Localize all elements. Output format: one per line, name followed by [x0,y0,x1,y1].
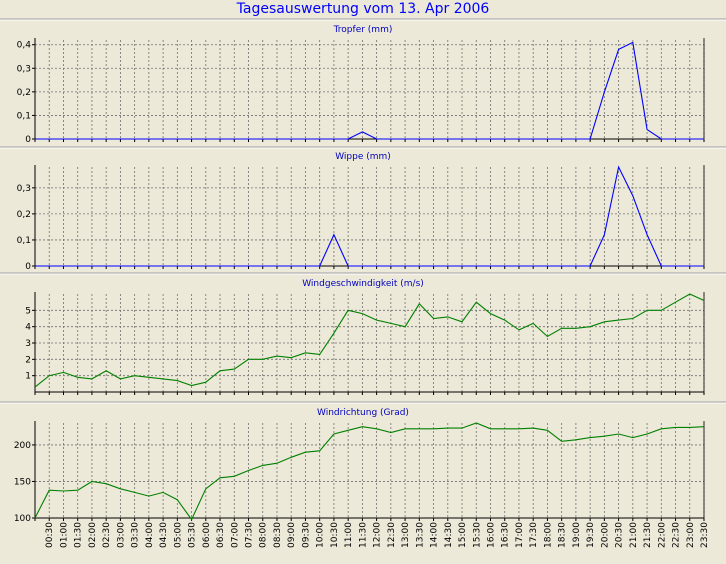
x-tick-label: 16:30 [501,522,511,548]
x-tick-label: 11:30 [358,522,368,548]
x-tick-label: 11:00 [344,522,354,548]
x-tick-label: 13:30 [415,522,425,548]
x-tick-label: 04:30 [159,522,169,548]
x-tick-label: 10:30 [330,522,340,548]
x-tick-label: 01:30 [74,522,84,548]
y-tick-label: 0,2 [17,88,31,98]
x-tick-label: 19:30 [586,522,596,548]
x-tick-label: 16:00 [486,522,496,548]
series-line [34,422,705,521]
x-tick-label: 12:30 [387,522,397,548]
x-tick-label: 22:00 [657,522,667,548]
y-tick-label: 0,1 [17,236,31,246]
x-tick-label: 09:00 [287,522,297,548]
x-tick-label: 20:30 [615,522,625,548]
x-tick-label: 07:30 [245,522,255,548]
panel-title: Wippe (mm) [335,152,391,162]
x-tick-label: 05:30 [188,522,198,548]
panel-title: Windgeschwindigkeit (m/s) [302,279,424,289]
x-tick-label: 19:00 [572,522,582,548]
x-tick-label: 13:00 [401,522,411,548]
x-tick-label: 23:00 [686,522,696,548]
x-tick-label: 09:30 [301,522,311,548]
x-tick-label: 02:00 [88,522,98,548]
x-tick-label: 05:00 [173,522,183,548]
x-tick-label: 21:30 [643,522,653,548]
series-line [35,165,704,267]
y-tick-label: 150 [14,477,31,487]
y-tick-label: 100 [14,514,31,524]
x-tick-label: 18:30 [558,522,568,548]
page-title: Tagesauswertung vom 13. Apr 2006 [236,1,490,17]
x-tick-label: 03:30 [131,522,141,548]
x-tick-label: 21:00 [629,522,639,548]
y-tick-label: 2 [25,355,31,365]
x-tick-label: 00:30 [45,522,55,548]
x-tick-label: 10:00 [316,522,326,548]
x-tick-label: 01:00 [59,522,69,548]
y-tick-label: 0,2 [17,210,31,220]
y-tick-label: 0 [25,262,31,272]
y-tick-label: 0,3 [17,64,31,74]
x-tick-label: 08:30 [273,522,283,548]
y-tick-label: 5 [25,306,31,316]
x-tick-label: 03:00 [116,522,126,548]
x-tick-label: 15:00 [458,522,468,548]
x-tick-label: 02:30 [102,522,112,548]
x-tick-label: 23:30 [700,522,710,548]
y-tick-label: 0 [25,135,31,145]
y-tick-label: 3 [25,339,31,349]
x-tick-label: 14:30 [444,522,454,548]
series-line [34,293,705,388]
y-tick-label: 1 [25,372,31,382]
x-tick-label: 07:00 [230,522,240,548]
y-tick-label: 0,4 [17,41,32,51]
x-tick-label: 06:00 [202,522,212,548]
x-tick-label: 17:00 [515,522,525,548]
panel-title: Windrichtung (Grad) [317,408,409,418]
x-tick-label: 18:00 [543,522,553,548]
x-tick-label: 06:30 [216,522,226,548]
x-tick-label: 04:00 [145,522,155,548]
series-line [35,41,704,140]
x-tick-label: 22:30 [672,522,682,548]
x-tick-label: 17:30 [529,522,539,548]
x-tick-label: 12:00 [373,522,383,548]
y-tick-label: 0,1 [17,111,31,121]
y-tick-label: 4 [25,323,31,333]
x-tick-label: 08:00 [259,522,269,548]
x-tick-label: 15:30 [472,522,482,548]
panel-title: Tropfer (mm) [333,25,393,35]
y-tick-label: 0,3 [17,184,31,194]
x-tick-label: 20:00 [600,522,610,548]
y-tick-label: 200 [14,441,31,451]
x-tick-label: 14:00 [430,522,440,548]
